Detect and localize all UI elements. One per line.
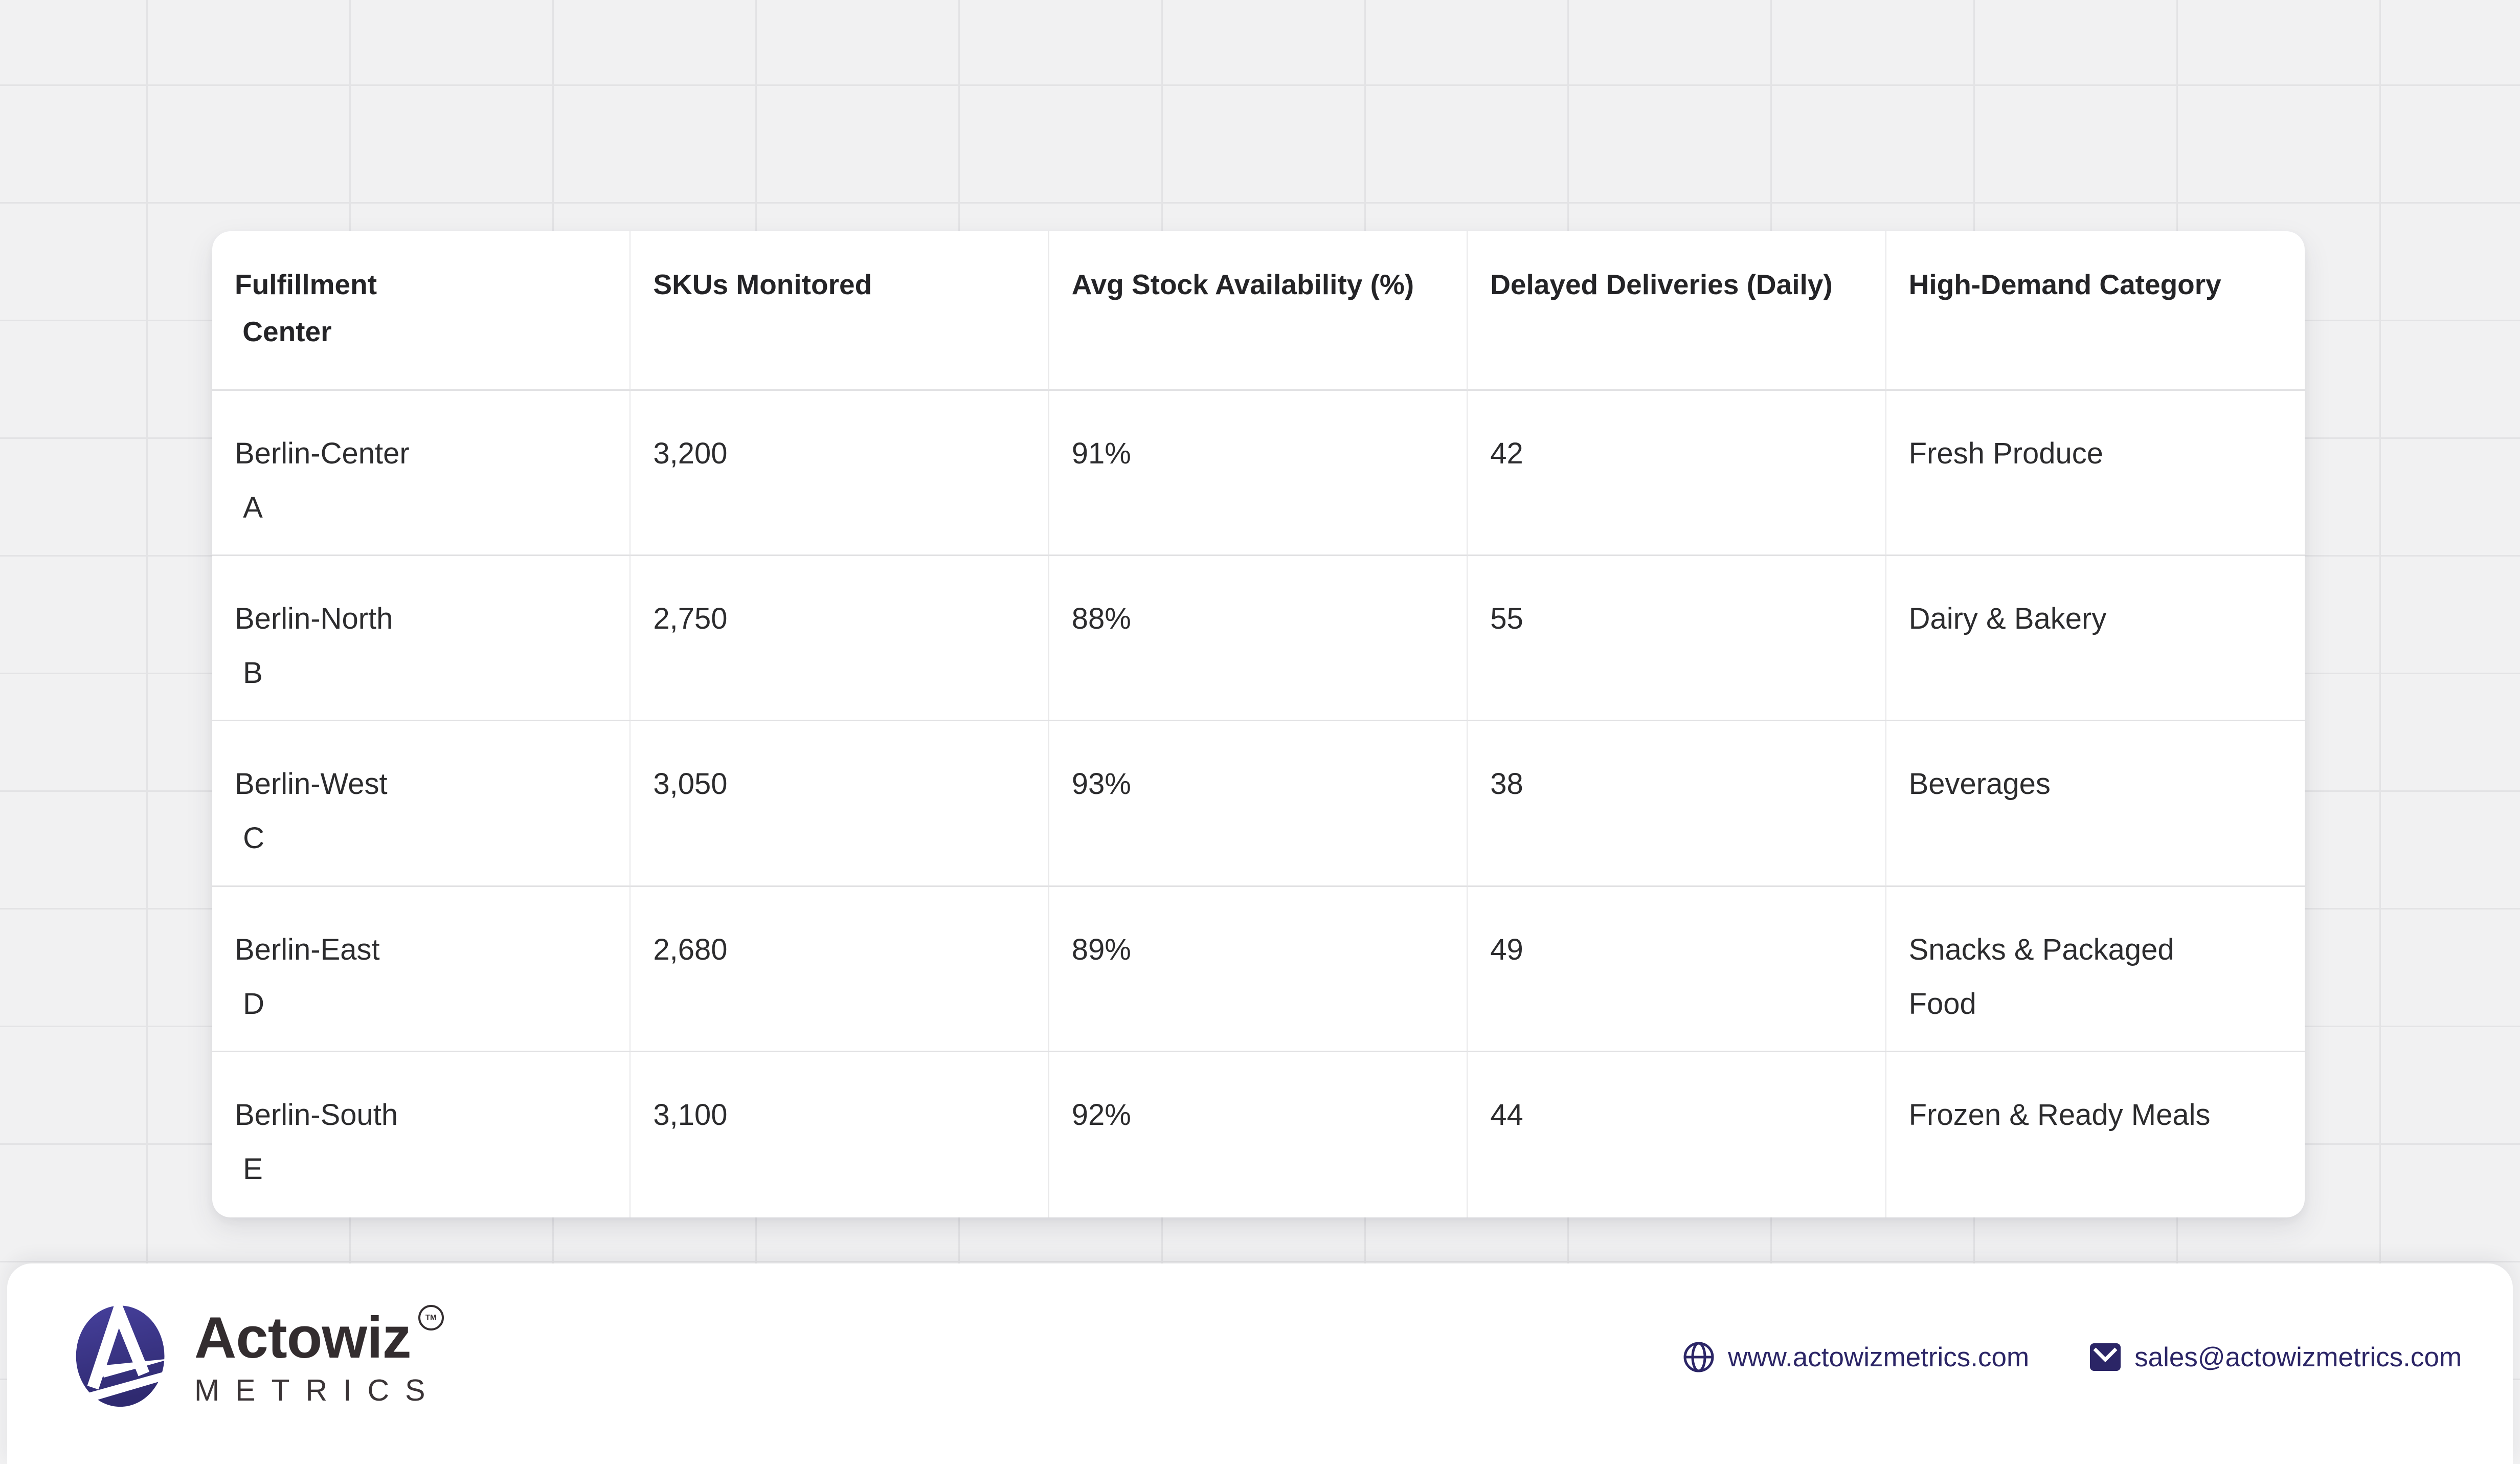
table-cell-availability: 89% xyxy=(1049,886,1468,1052)
table-cell-center: Berlin-North B xyxy=(212,556,631,722)
table-cell-delayed: 55 xyxy=(1468,556,1886,722)
brand-subtitle: METRICS xyxy=(194,1373,441,1407)
email-link-label: sales@actowizmetrics.com xyxy=(2134,1342,2462,1372)
table-cell-category: Beverages xyxy=(1886,721,2305,887)
table-cell-delayed: 42 xyxy=(1468,391,1886,557)
column-header-avg-stock-availability: Avg Stock Availability (%) xyxy=(1049,231,1468,391)
footer-contacts: www.actowizmetrics.com sales@actowizmetr… xyxy=(1683,1341,2462,1373)
table-cell-skus: 2,680 xyxy=(631,886,1049,1052)
table-cell-category: Frozen & Ready Meals xyxy=(1908,1098,2211,1132)
table-cell-availability: 93% xyxy=(1049,721,1468,887)
table-cell-category: Snacks & Packaged Food xyxy=(1886,887,2305,1052)
table-cell-skus: 3,050 xyxy=(631,721,1049,887)
column-header-skus-monitored: SKUs Monitored xyxy=(631,231,1049,391)
table-cell-delayed: 38 xyxy=(1468,721,1886,887)
table-cell-center: Berlin-East D xyxy=(212,886,631,1052)
actowiz-logo-icon xyxy=(75,1302,175,1407)
globe-icon xyxy=(1683,1342,1714,1372)
footer-bar: Actowiz TM METRICS www.actowizmetrics.co… xyxy=(7,1263,2513,1464)
column-header-fulfillment-center: Fulfillment Center xyxy=(212,231,631,391)
table-cell-skus: 3,200 xyxy=(631,391,1049,557)
table-cell-skus: 3,100 xyxy=(631,1052,1049,1217)
table-cell-availability: 92% xyxy=(1049,1052,1468,1217)
table-cell-center: Berlin-South E xyxy=(212,1052,631,1217)
table-cell-center: Berlin-Center A xyxy=(212,391,631,557)
table-cell-skus: 2,750 xyxy=(631,556,1049,722)
table-cell-availability: 91% xyxy=(1049,391,1468,557)
table-cell-delayed: 49 xyxy=(1468,886,1886,1052)
table-cell-category: Dairy & Bakery xyxy=(1886,556,2305,722)
column-header-delayed-deliveries: Delayed Deliveries (Daily) xyxy=(1468,231,1886,391)
table-cell-availability: 88% xyxy=(1049,556,1468,722)
brand-text: Actowiz TM METRICS xyxy=(194,1304,444,1407)
brand-name: Actowiz xyxy=(194,1305,412,1370)
trademark-badge: TM xyxy=(418,1304,444,1330)
website-link[interactable]: www.actowizmetrics.com xyxy=(1683,1341,2029,1373)
column-header-high-demand-category: High-Demand Category xyxy=(1886,231,2305,391)
email-link[interactable]: sales@actowizmetrics.com xyxy=(2089,1342,2462,1373)
brand-logo: Actowiz TM METRICS xyxy=(75,1302,444,1412)
website-link-label: www.actowizmetrics.com xyxy=(1728,1342,2030,1372)
table-cell-center: Berlin-West C xyxy=(212,721,631,887)
table-cell-category: Fresh Produce xyxy=(1886,391,2305,557)
table-cell-delayed: 44 xyxy=(1468,1052,1886,1217)
mail-icon xyxy=(2090,1343,2121,1371)
fulfillment-table: Fulfillment Center SKUs Monitored Avg St… xyxy=(212,231,2305,1217)
